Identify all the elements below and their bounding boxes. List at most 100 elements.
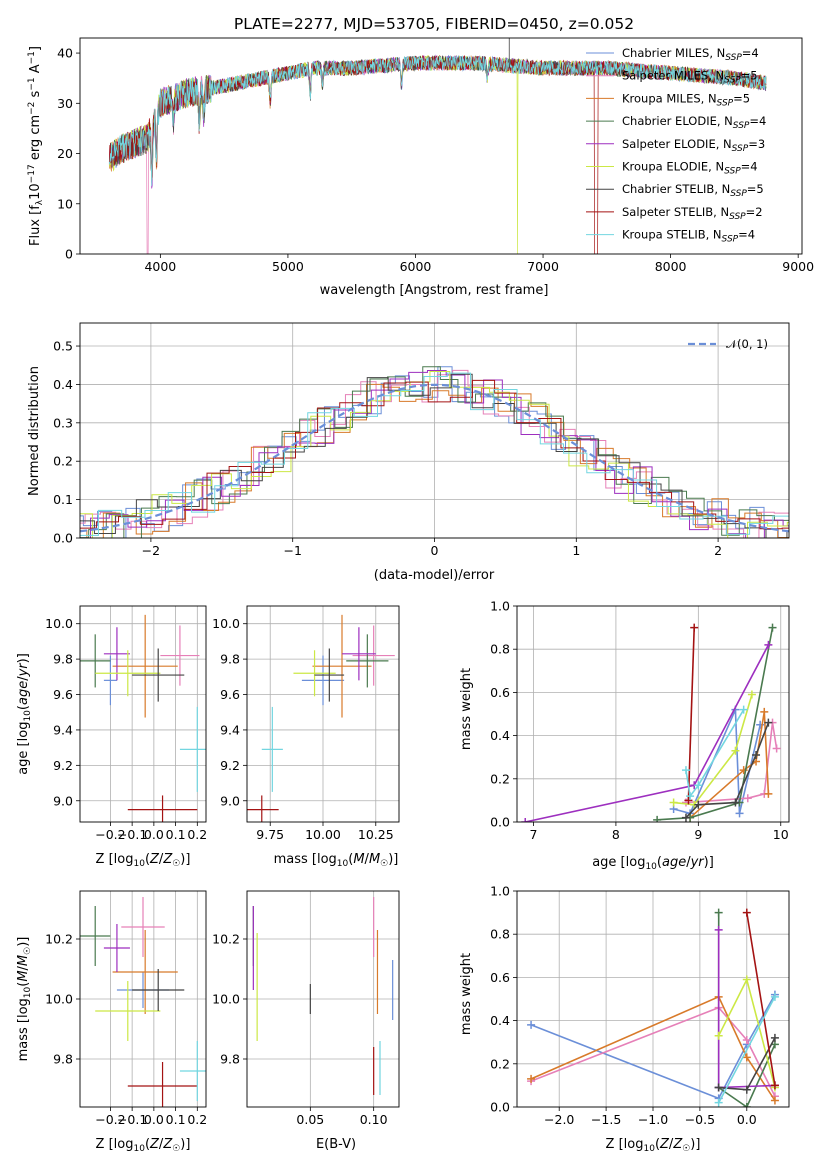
histogram-step	[80, 371, 789, 538]
x-tick-label: −0.2	[95, 827, 125, 842]
y-tick-label: 20	[57, 146, 73, 161]
weight-marker	[764, 640, 773, 649]
y-tick-label: 9.0	[220, 793, 240, 808]
weight-marker	[770, 1081, 779, 1090]
y-tick-label: 0	[65, 247, 73, 262]
weight-marker	[694, 781, 703, 790]
spectrum-line	[108, 55, 767, 254]
y-tick-label: 10.0	[212, 616, 240, 631]
histogram-step	[80, 370, 789, 538]
y-tick-label: 10.2	[45, 932, 73, 947]
y-axis-label: mass [log10(M/M☉)]	[16, 937, 33, 1062]
histogram-step	[80, 366, 789, 538]
spectrum-line	[108, 55, 767, 186]
weight-line	[525, 644, 770, 822]
x-axis-label: mass [log10(M/M☉)]	[274, 852, 399, 869]
y-tick-label: 9.6	[220, 687, 240, 702]
weight-line	[530, 994, 776, 1100]
x-tick-label: 5000	[272, 259, 304, 274]
histogram-step	[80, 366, 789, 538]
legend-label: Kroupa ELODIE, NSSP=4	[622, 160, 758, 177]
x-tick-label: 0.0	[144, 1112, 164, 1127]
y-tick-label: 9.8	[53, 1052, 73, 1067]
x-tick-label: 0.10	[360, 1112, 388, 1127]
x-tick-label: 7000	[527, 259, 559, 274]
y-tick-label: 10.0	[45, 992, 73, 1007]
x-tick-label: 8	[612, 827, 620, 842]
y-tick-label: 0.0	[490, 815, 510, 830]
weight-line	[530, 1006, 776, 1097]
y-tick-label: 0.6	[490, 970, 510, 985]
x-tick-label: −1.5	[591, 1112, 621, 1127]
legend-label: Kroupa STELIB, NSSP=4	[622, 228, 755, 245]
y-axis-label: mass weight	[459, 668, 474, 750]
y-tick-label: 0.2	[53, 454, 73, 469]
weight-marker	[743, 794, 752, 803]
axes-frame	[79, 37, 803, 255]
y-axis-label: age [log10(age/yr)]	[16, 653, 33, 775]
weight-marker	[742, 908, 751, 917]
axes-frame	[246, 605, 400, 823]
y-axis-label: Flux [fλ10−17 erg cm−2 s−1 A−1]	[27, 46, 45, 246]
x-tick-label: 4000	[144, 259, 176, 274]
plot-area	[252, 897, 394, 1095]
weight-line	[687, 627, 695, 801]
axes-frame	[246, 890, 400, 1108]
weight-marker	[742, 1036, 751, 1045]
x-tick-label: −2.0	[544, 1112, 574, 1127]
y-tick-label: 0.1	[53, 492, 73, 507]
x-axis-label: (data-model)/error	[374, 568, 495, 583]
y-axis-label: Normed distribution	[27, 366, 42, 496]
x-axis-label: E(B-V)	[316, 1137, 356, 1152]
weight-marker	[731, 798, 740, 807]
y-tick-label: 9.2	[53, 758, 73, 773]
weight-marker	[742, 1103, 751, 1107]
y-tick-label: 0.8	[490, 927, 510, 942]
normal-curve	[80, 383, 789, 533]
x-axis-label: Z [log10(Z/Z☉)]	[606, 1137, 701, 1154]
legend-label: Salpeter STELIB, NSSP=2	[622, 205, 763, 222]
axes-frame	[516, 890, 790, 1108]
weight-marker	[669, 798, 678, 807]
weight-marker	[742, 1085, 751, 1094]
weight-marker	[772, 744, 781, 753]
y-tick-label: 9.4	[220, 722, 240, 737]
x-tick-label: −2	[142, 543, 160, 558]
weight-marker	[714, 908, 723, 917]
z-mass-panel: −0.2−0.10.0 0.1 0.2 9.8 10.0 10.2 Z [log10(Z/Z…	[16, 890, 207, 1154]
x-tick-label: 0.0	[737, 1112, 757, 1127]
y-tick-label: 9.8	[220, 652, 240, 667]
weight-marker	[752, 751, 761, 760]
weight-marker	[739, 705, 748, 714]
x-tick-label: 10	[773, 827, 789, 842]
x-tick-label: 9	[694, 827, 702, 842]
weight-marker	[742, 975, 751, 984]
x-tick-label: 2	[714, 543, 722, 558]
weight-marker	[521, 818, 530, 822]
x-tick-label: 0.0	[144, 827, 164, 842]
y-tick-label: 0.4	[53, 377, 73, 392]
weight-marker	[770, 992, 779, 1001]
x-axis-label: age [log10(age/yr)]	[592, 855, 714, 872]
x-axis-label: Z [log10(Z/Z☉)]	[96, 852, 191, 869]
x-tick-label: 1	[572, 543, 580, 558]
y-tick-label: 9.8	[53, 652, 73, 667]
weight-line	[746, 912, 776, 1086]
y-tick-label: 10.0	[45, 616, 73, 631]
weight-marker	[681, 813, 690, 822]
x-tick-label: −0.1	[117, 827, 147, 842]
age-weight-panel: 7 8 9 10 0.0 0.2 0.4 0.6 0.8 1.0 mass weight age [l…	[459, 599, 790, 872]
x-tick-label: 0.2	[187, 827, 207, 842]
y-tick-label: 10.2	[212, 932, 240, 947]
x-axis-label: Z [log10(Z/Z☉)]	[96, 1137, 191, 1154]
weight-line	[717, 996, 776, 1104]
x-tick-label: 9.75	[256, 827, 284, 842]
x-tick-label: 7	[530, 827, 538, 842]
axes-frame	[79, 890, 207, 1108]
x-tick-label: −0.1	[117, 1112, 147, 1127]
y-axis-label: mass weight	[459, 953, 474, 1035]
weight-marker	[768, 623, 777, 632]
y-tick-label: 0.6	[490, 685, 510, 700]
y-tick-label: 0.5	[53, 339, 73, 354]
